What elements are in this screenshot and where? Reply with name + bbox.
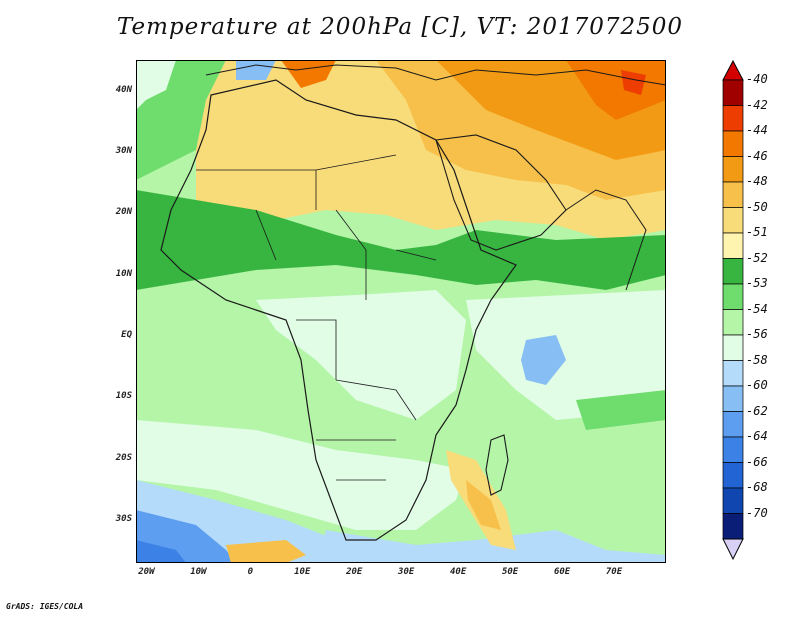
colorbar-swatch — [722, 513, 744, 540]
temperature-map — [136, 60, 666, 563]
colorbar-tick-label: -42 — [746, 97, 768, 112]
colorbar-swatch — [722, 334, 744, 361]
eurasia-coastline — [205, 64, 666, 86]
colorbar-tick-label: -53 — [746, 276, 768, 290]
contour-sahara — [206, 145, 436, 200]
madagascar-coastline — [485, 434, 509, 496]
colorbar-tick-label: -46 — [746, 148, 768, 163]
colorbar-swatch — [722, 309, 744, 336]
colorbar-tick-label: -44 — [746, 123, 768, 137]
colorbar-tick-label: -48 — [746, 174, 768, 188]
colorbar-swatch — [722, 130, 744, 157]
colorbar-tick-label: -58 — [746, 352, 768, 367]
colorbar-top-arrow — [722, 59, 744, 81]
lon-label: 50E — [501, 567, 519, 577]
colorbar-tick-label: -68 — [746, 480, 768, 494]
colorbar-swatch — [722, 360, 744, 387]
contour-minus52-band — [136, 190, 666, 290]
lon-label: 10W — [190, 567, 207, 577]
contour-minus58-southeast — [316, 530, 666, 563]
colorbar — [722, 59, 744, 564]
colorbar-swatch — [722, 258, 744, 285]
arabia-coastline — [435, 134, 567, 251]
lat-label: 40N — [115, 84, 132, 95]
colorbar-swatch — [722, 232, 744, 259]
colorbar-tick-label: -66 — [746, 454, 768, 469]
colorbar-swatch — [722, 411, 744, 438]
colorbar-svg — [722, 59, 744, 561]
contour-east-south — [556, 410, 666, 540]
contour-minus56-central — [256, 290, 466, 420]
lat-label: 10N — [115, 268, 132, 279]
lon-label: 20W — [138, 567, 155, 577]
colorbar-tick-label: -62 — [746, 403, 768, 418]
colorbar-swatch — [722, 105, 744, 132]
contour-madagascar-warmer — [466, 480, 501, 530]
colorbar-swatch — [722, 207, 744, 234]
lon-label: 40E — [450, 567, 467, 577]
lat-label: 20N — [115, 207, 132, 218]
colorbar-tick-label: -56 — [746, 327, 768, 341]
colorbar-swatch — [722, 79, 744, 106]
map-frame — [136, 60, 666, 563]
lon-label: 0 — [247, 567, 254, 577]
colorbar-swatch — [722, 436, 744, 463]
contour-europe-cool — [236, 60, 276, 80]
colorbar-swatch — [722, 385, 744, 412]
india-coastline — [565, 189, 647, 291]
contour-southern-warm — [226, 540, 306, 563]
colorbar-swatch — [722, 181, 744, 208]
colorbar-tick-label: -51 — [746, 225, 768, 239]
colorbar-swatch — [722, 487, 744, 514]
lat-label: 30S — [115, 514, 132, 525]
country-borders — [196, 154, 437, 481]
colorbar-tick-label: -54 — [746, 301, 768, 316]
lat-label: 20S — [115, 452, 132, 463]
lat-label: EQ — [121, 330, 132, 341]
contour-atlantic-nw — [136, 60, 176, 110]
contour-south-light — [136, 420, 466, 530]
colorbar-swatch — [722, 462, 744, 489]
contour-minus60-indian — [521, 335, 566, 385]
map-canvas — [136, 60, 666, 563]
lon-label: 10E — [294, 567, 311, 577]
contour-minus42 — [621, 70, 646, 95]
lat-label: 10S — [115, 391, 132, 402]
colorbar-tick-label: -64 — [746, 429, 768, 443]
colorbar-swatch — [722, 156, 744, 183]
lon-label: 20E — [346, 567, 363, 577]
lon-label: 30E — [398, 567, 415, 577]
contour-minus64-south — [136, 540, 186, 563]
lat-label: 30N — [115, 146, 132, 156]
colorbar-tick-label: -52 — [746, 250, 768, 265]
colorbar-tick-label: -50 — [746, 199, 768, 214]
contour-minus53-east — [576, 390, 666, 430]
colorbar-tick-label: -70 — [746, 505, 768, 520]
lon-label: 70E — [605, 567, 623, 577]
colorbar-tick-label: -60 — [746, 378, 768, 392]
map-title: Temperature at 200hPa [C], VT: 201707250… — [116, 14, 684, 40]
credit-text: GrADS: IGES/COLA — [6, 602, 84, 611]
lon-label: 60E — [553, 567, 571, 577]
colorbar-swatch — [722, 283, 744, 310]
colorbar-bottom-arrow — [722, 538, 744, 561]
colorbar-tick-label: -40 — [746, 72, 768, 86]
